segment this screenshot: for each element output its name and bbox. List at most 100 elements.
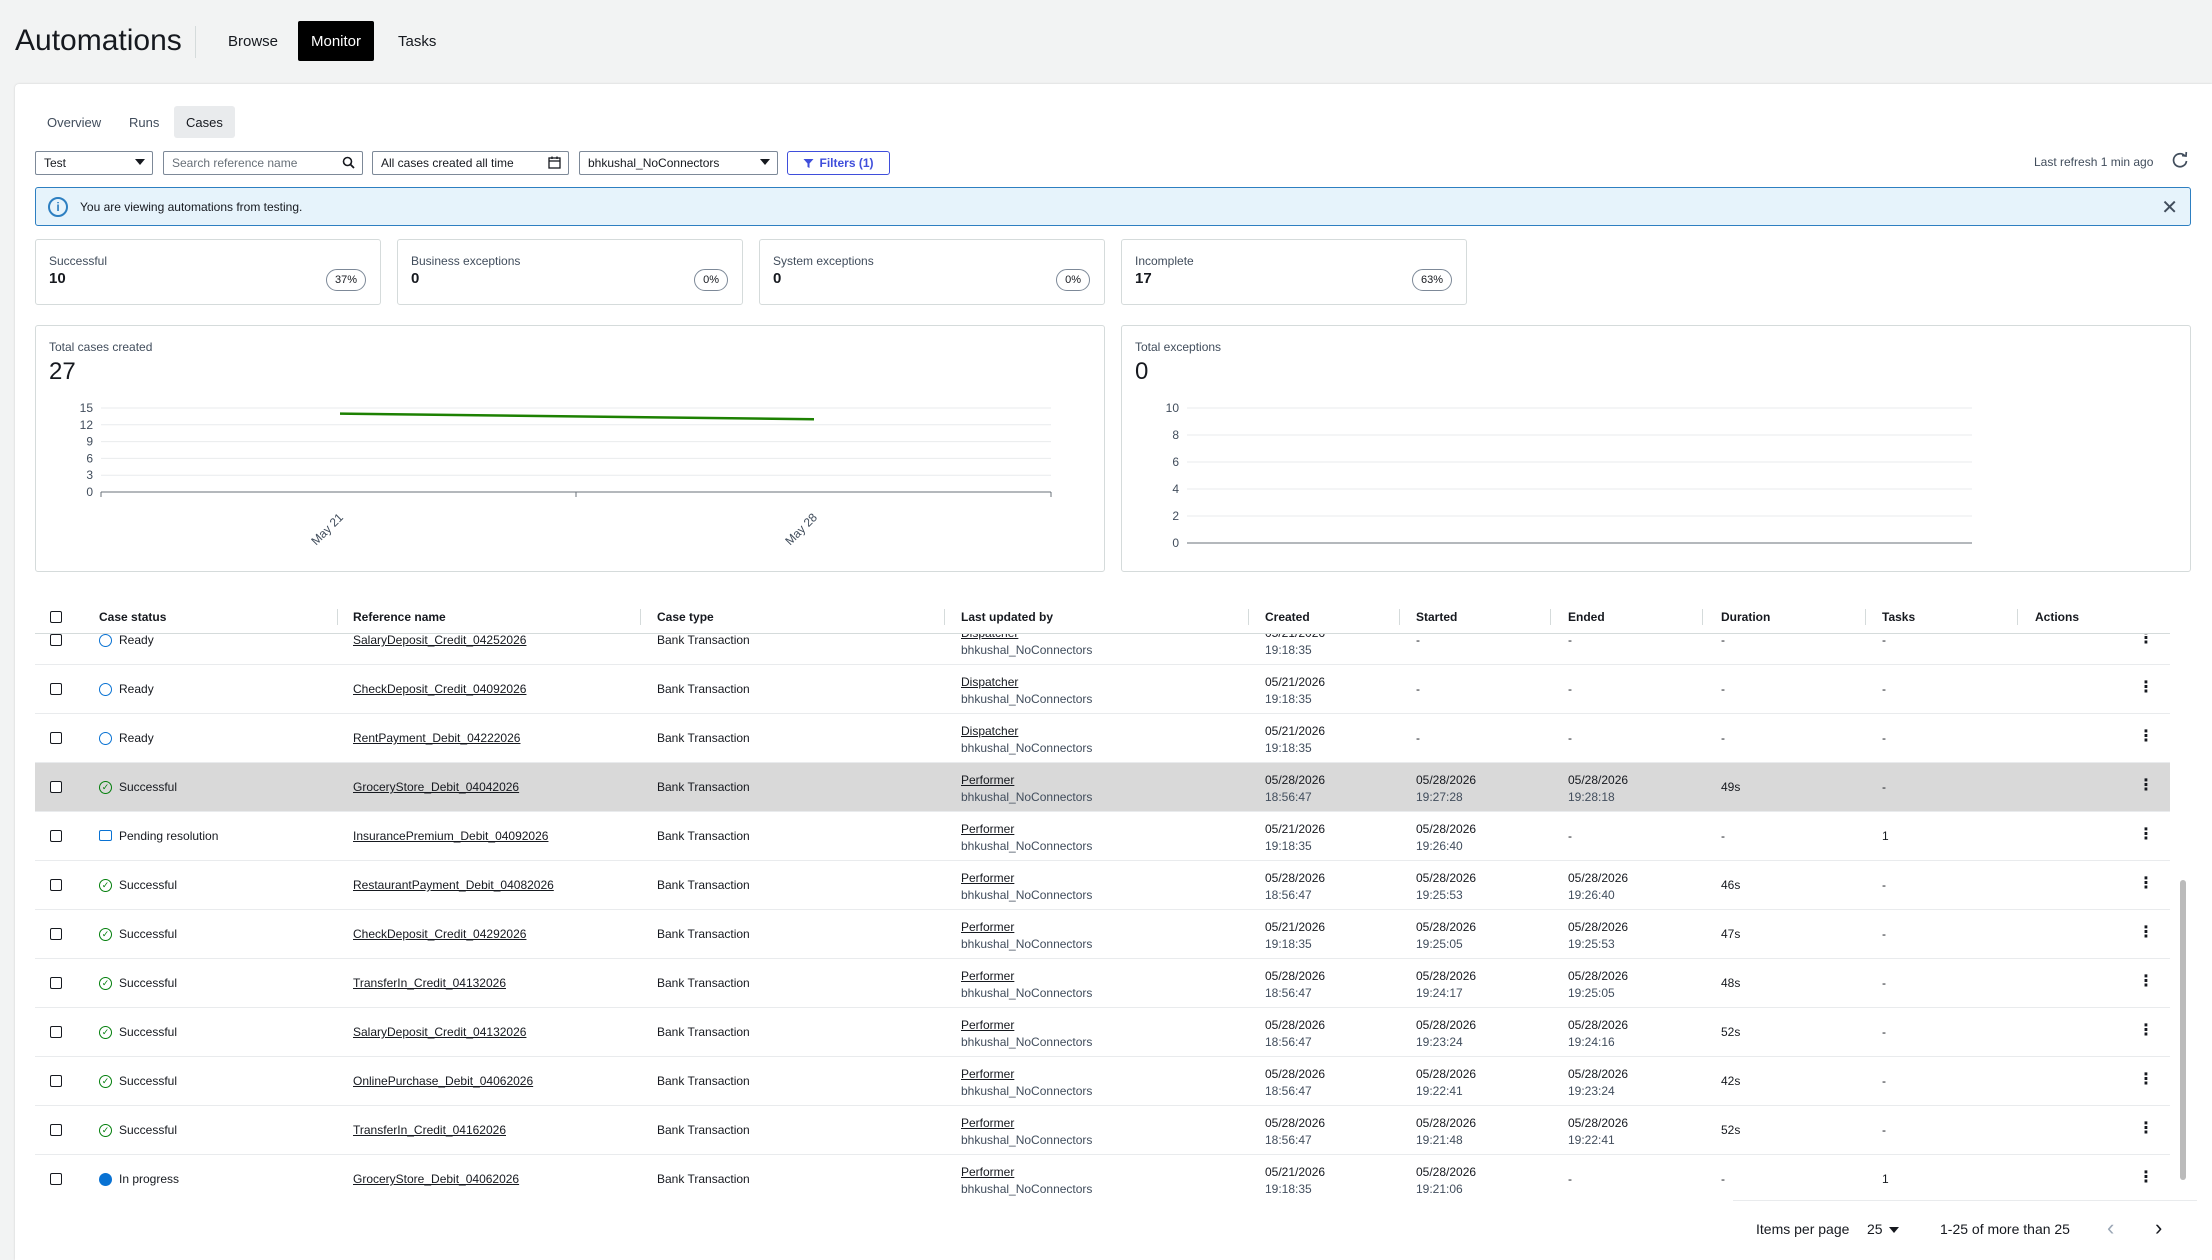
column-divider[interactable] bbox=[1702, 609, 1703, 625]
row-checkbox[interactable] bbox=[50, 928, 62, 940]
reference-name-link[interactable]: GroceryStore_Debit_04062026 bbox=[353, 1172, 520, 1186]
last-updated-by-link[interactable]: Performer bbox=[961, 822, 1015, 836]
more-actions-icon[interactable]: ⋮ bbox=[2138, 1022, 2154, 1039]
column-divider[interactable] bbox=[1550, 609, 1551, 625]
table-row[interactable]: Ready SalaryDeposit_Credit_04252026 Bank… bbox=[35, 634, 2170, 665]
reference-name-link[interactable]: RestaurantPayment_Debit_04082026 bbox=[353, 878, 554, 892]
scrollbar-thumb[interactable] bbox=[2180, 880, 2186, 1180]
more-actions-icon[interactable]: ⋮ bbox=[2138, 679, 2154, 696]
column-divider[interactable] bbox=[2017, 609, 2018, 625]
reference-name-link[interactable]: SalaryDeposit_Credit_04252026 bbox=[353, 634, 527, 647]
row-checkbox[interactable] bbox=[50, 879, 62, 891]
row-checkbox[interactable] bbox=[50, 1173, 62, 1185]
column-divider[interactable] bbox=[1248, 609, 1249, 625]
date-range-picker[interactable]: All cases created all time bbox=[372, 151, 569, 175]
column-divider[interactable] bbox=[944, 609, 945, 625]
table-row[interactable]: ✓ Successful TransferIn_Credit_04162026 … bbox=[35, 1106, 2170, 1155]
reference-name-link[interactable]: OnlinePurchase_Debit_04062026 bbox=[353, 1074, 534, 1088]
column-divider[interactable] bbox=[1865, 609, 1866, 625]
close-icon[interactable]: ✕ bbox=[2161, 197, 2178, 219]
column-divider[interactable] bbox=[337, 609, 338, 625]
items-per-page-select[interactable]: 25 bbox=[1867, 1221, 1899, 1237]
row-checkbox[interactable] bbox=[50, 1026, 62, 1038]
subtab-cases[interactable]: Cases bbox=[174, 106, 235, 138]
reference-name-link[interactable]: InsurancePremium_Debit_04092026 bbox=[353, 829, 549, 843]
col-tasks[interactable]: Tasks bbox=[1882, 610, 1916, 624]
table-row[interactable]: ✓ Successful OnlinePurchase_Debit_040620… bbox=[35, 1057, 2170, 1106]
col-case-type[interactable]: Case type bbox=[657, 610, 714, 624]
select-all-checkbox[interactable] bbox=[50, 611, 62, 623]
row-checkbox[interactable] bbox=[50, 977, 62, 989]
last-updated-by-link[interactable]: Performer bbox=[961, 773, 1015, 787]
last-updated-by-link[interactable]: Dispatcher bbox=[961, 724, 1019, 738]
column-divider[interactable] bbox=[1399, 609, 1400, 625]
environment-select[interactable]: Test bbox=[35, 151, 153, 175]
table-row[interactable]: ✓ Successful CheckDeposit_Credit_0429202… bbox=[35, 910, 2170, 959]
reference-name-link[interactable]: CheckDeposit_Credit_04092026 bbox=[353, 682, 527, 696]
search-input[interactable]: Search reference name bbox=[163, 151, 363, 175]
row-checkbox[interactable] bbox=[50, 683, 62, 695]
table-row[interactable]: Ready RentPayment_Debit_04222026 Bank Tr… bbox=[35, 714, 2170, 763]
column-divider[interactable] bbox=[640, 609, 641, 625]
filters-button[interactable]: Filters (1) bbox=[787, 151, 890, 175]
reference-name-link[interactable]: TransferIn_Credit_04132026 bbox=[353, 976, 506, 990]
reference-name-link[interactable]: CheckDeposit_Credit_04292026 bbox=[353, 927, 527, 941]
tab-monitor[interactable]: Monitor bbox=[298, 21, 375, 61]
automation-select[interactable]: bhkushal_NoConnectors bbox=[579, 151, 778, 175]
col-reference-name[interactable]: Reference name bbox=[353, 610, 446, 624]
row-checkbox[interactable] bbox=[50, 1075, 62, 1087]
col-duration[interactable]: Duration bbox=[1721, 610, 1771, 624]
table-row[interactable]: ✓ Successful TransferIn_Credit_04132026 … bbox=[35, 959, 2170, 1008]
col-ended[interactable]: Ended bbox=[1568, 610, 1605, 624]
reference-name-link[interactable]: TransferIn_Credit_04162026 bbox=[353, 1123, 506, 1137]
more-actions-icon[interactable]: ⋮ bbox=[2138, 1120, 2154, 1137]
last-updated-by-link[interactable]: Performer bbox=[961, 920, 1015, 934]
last-updated-by-link[interactable]: Performer bbox=[961, 1165, 1015, 1179]
row-checkbox[interactable] bbox=[50, 1124, 62, 1136]
col-last-updated-by[interactable]: Last updated by bbox=[961, 610, 1054, 624]
col-case-status[interactable]: Case status bbox=[99, 610, 167, 624]
reference-name-link[interactable]: GroceryStore_Debit_04042026 bbox=[353, 780, 520, 794]
more-actions-icon[interactable]: ⋮ bbox=[2138, 973, 2154, 990]
more-actions-icon[interactable]: ⋮ bbox=[2138, 777, 2154, 794]
tab-tasks[interactable]: Tasks bbox=[398, 32, 437, 50]
table-row[interactable]: ✓ Successful GroceryStore_Debit_04042026… bbox=[35, 763, 2170, 812]
last-updated-by-link[interactable]: Performer bbox=[961, 1018, 1015, 1032]
chevron-right-icon[interactable]: › bbox=[2155, 1215, 2163, 1240]
table-row[interactable]: Ready CheckDeposit_Credit_04092026 Bank … bbox=[35, 665, 2170, 714]
last-updated-by-user: bhkushal_NoConnectors bbox=[961, 643, 1093, 657]
last-updated-by-link[interactable]: Performer bbox=[961, 1067, 1015, 1081]
table-row[interactable]: Pending resolution InsurancePremium_Debi… bbox=[35, 812, 2170, 861]
row-checkbox[interactable] bbox=[50, 732, 62, 744]
more-actions-icon[interactable]: ⋮ bbox=[2138, 826, 2154, 843]
reference-name-link[interactable]: SalaryDeposit_Credit_04132026 bbox=[353, 1025, 527, 1039]
more-actions-icon[interactable]: ⋮ bbox=[2138, 634, 2154, 647]
row-checkbox[interactable] bbox=[50, 781, 62, 793]
chevron-left-icon[interactable]: ‹ bbox=[2107, 1215, 2115, 1240]
last-updated-by-link[interactable]: Dispatcher bbox=[961, 634, 1018, 640]
table-row[interactable]: ✓ Successful RestaurantPayment_Debit_040… bbox=[35, 861, 2170, 910]
tab-browse[interactable]: Browse bbox=[228, 32, 279, 50]
more-actions-icon[interactable]: ⋮ bbox=[2138, 924, 2154, 941]
col-created[interactable]: Created bbox=[1265, 610, 1310, 624]
more-actions-icon[interactable]: ⋮ bbox=[2138, 1071, 2154, 1088]
last-updated-by-link[interactable]: Performer bbox=[961, 1116, 1015, 1130]
last-updated-by-link[interactable]: Performer bbox=[961, 969, 1015, 983]
started-date: - bbox=[1416, 682, 1420, 696]
subtab-runs[interactable]: Runs bbox=[129, 114, 160, 130]
last-updated-by-link[interactable]: Dispatcher bbox=[961, 675, 1019, 689]
kpi-percent-badge: 0% bbox=[694, 269, 728, 291]
reference-name-link[interactable]: RentPayment_Debit_04222026 bbox=[353, 731, 521, 745]
row-checkbox[interactable] bbox=[50, 634, 62, 646]
refresh-icon[interactable] bbox=[2170, 150, 2190, 176]
started-time: 19:21:06 bbox=[1416, 1182, 1463, 1196]
more-actions-icon[interactable]: ⋮ bbox=[2138, 728, 2154, 745]
more-actions-icon[interactable]: ⋮ bbox=[2138, 1169, 2154, 1186]
col-started[interactable]: Started bbox=[1416, 610, 1458, 624]
table-row[interactable]: In progress GroceryStore_Debit_04062026 … bbox=[35, 1155, 2170, 1200]
row-checkbox[interactable] bbox=[50, 830, 62, 842]
more-actions-icon[interactable]: ⋮ bbox=[2138, 875, 2154, 892]
last-updated-by-link[interactable]: Performer bbox=[961, 871, 1015, 885]
table-row[interactable]: ✓ Successful SalaryDeposit_Credit_041320… bbox=[35, 1008, 2170, 1057]
subtab-overview[interactable]: Overview bbox=[47, 114, 102, 130]
